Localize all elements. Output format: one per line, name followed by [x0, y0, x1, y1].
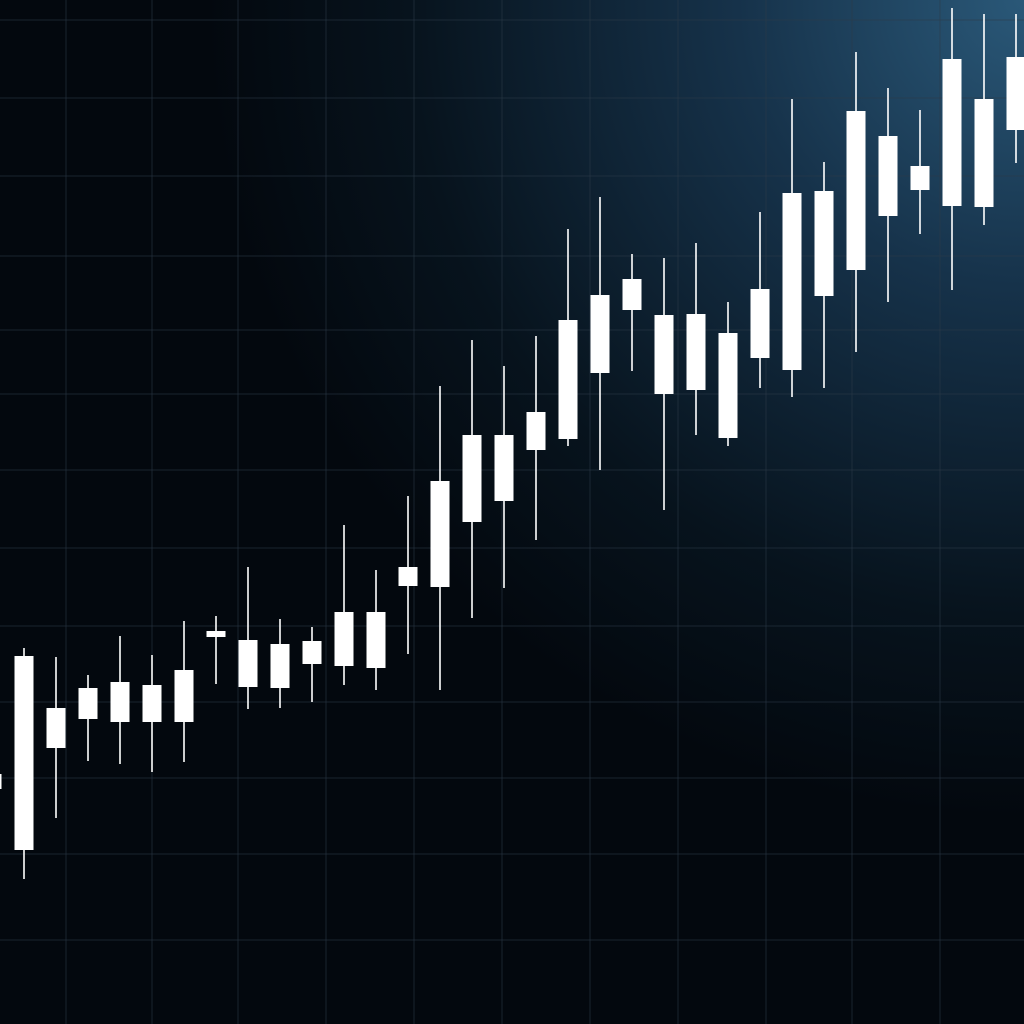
candle: [174, 621, 194, 762]
candle: [1006, 14, 1024, 163]
candle-body: [878, 136, 898, 216]
candle-body: [366, 612, 386, 668]
candle-body: [718, 333, 738, 438]
candle-body: [1006, 57, 1024, 130]
candle-body: [142, 685, 162, 722]
candle: [14, 648, 34, 879]
candle: [0, 774, 2, 789]
candle-body: [78, 688, 98, 719]
candle: [750, 212, 770, 388]
candle: [814, 162, 834, 388]
candle-body: [174, 670, 194, 722]
candle-body: [750, 289, 770, 358]
candle-body: [974, 99, 994, 207]
candle: [334, 525, 354, 685]
candle: [366, 570, 386, 690]
candle-body: [910, 166, 930, 190]
candle-body: [654, 315, 674, 394]
candle-body: [494, 435, 514, 501]
candle: [686, 243, 706, 435]
candle: [110, 636, 130, 764]
candle: [142, 655, 162, 772]
candle: [302, 627, 322, 702]
candle-body: [206, 631, 226, 637]
candle: [590, 197, 610, 470]
candle-body: [622, 279, 642, 310]
candle: [846, 52, 866, 352]
candle-body: [238, 640, 258, 687]
candle-body: [526, 412, 546, 450]
candle: [526, 336, 546, 540]
candle: [654, 258, 674, 510]
candle-body: [686, 314, 706, 390]
candle: [206, 616, 226, 684]
candle-body: [398, 567, 418, 586]
candle: [46, 657, 66, 818]
candle-body: [14, 656, 34, 850]
candle-body: [334, 612, 354, 666]
candle-body: [590, 295, 610, 373]
candle: [974, 14, 994, 225]
candle-body: [110, 682, 130, 722]
candle-body: [0, 774, 2, 789]
candle: [718, 302, 738, 446]
candle-body: [782, 193, 802, 370]
candle-body: [302, 641, 322, 664]
candle-body: [462, 435, 482, 522]
candle: [494, 366, 514, 588]
candle: [270, 619, 290, 708]
candle-body: [814, 191, 834, 296]
candle: [558, 229, 578, 446]
candle: [430, 386, 450, 690]
candles: [0, 8, 1024, 879]
candle-body: [430, 481, 450, 587]
candle: [398, 496, 418, 654]
candle: [910, 110, 930, 234]
candle: [78, 675, 98, 761]
candle: [782, 99, 802, 397]
candle: [878, 88, 898, 302]
candle-body: [846, 111, 866, 270]
candle: [462, 340, 482, 618]
candle-body: [942, 59, 962, 206]
candle: [622, 254, 642, 371]
candle: [942, 8, 962, 290]
candle-body: [558, 320, 578, 439]
candle-body: [46, 708, 66, 748]
candle: [238, 567, 258, 709]
candle-body: [270, 644, 290, 688]
